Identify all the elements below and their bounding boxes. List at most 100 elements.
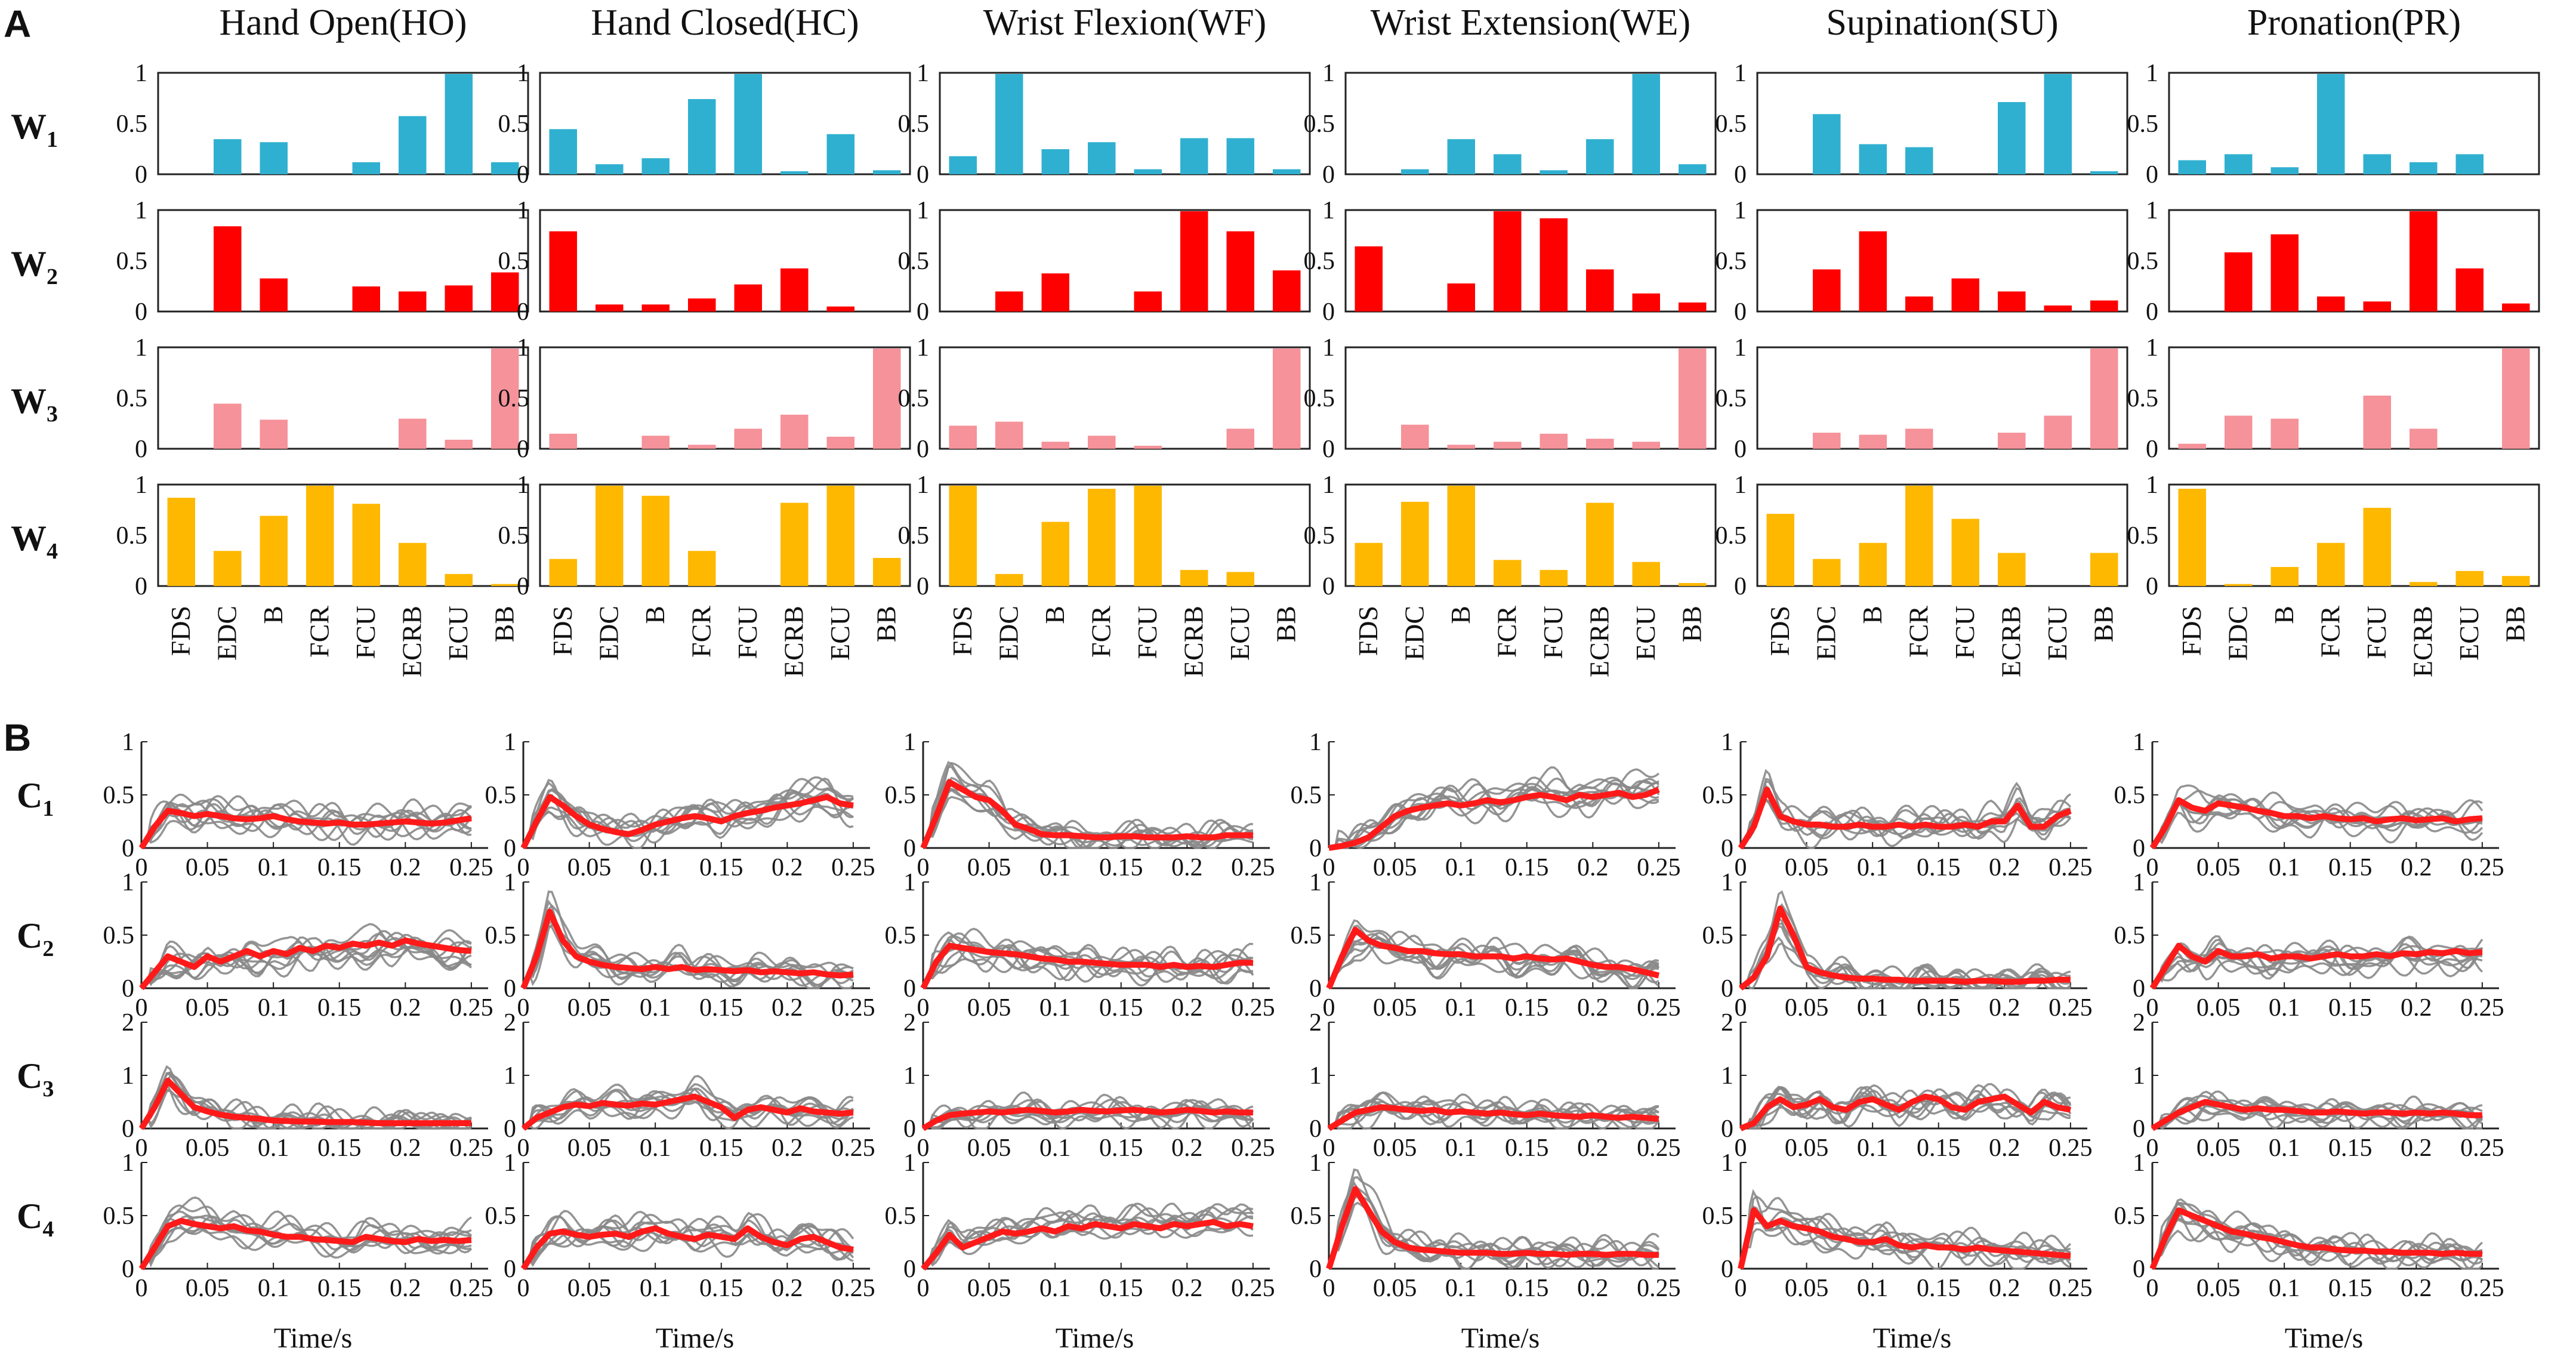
activation-chart-Wrist Flexion(WF)-C2: 0 0.5 1 0 0.05 0.1 0.15 0.2 0.25 [885, 869, 1275, 1022]
muscle-label-BB: BB [2500, 606, 2530, 642]
x-tick-label: 0.2 [1577, 1134, 1609, 1162]
bar-ECU [445, 74, 473, 174]
y-tick-label: 2 [903, 1009, 916, 1037]
x-tick-label: 0.2 [2401, 994, 2432, 1022]
bar-ECRB [2410, 428, 2438, 449]
x-tick-label: 0 [917, 994, 930, 1022]
y-tick-label: 0 [517, 161, 529, 189]
bar-chart-Wrist Extension(WE)-W4: 00.51 [1304, 471, 1717, 600]
y-tick-label: 0.5 [1291, 922, 1322, 949]
y-tick-label: 0.5 [1716, 385, 1747, 412]
y-tick-label: 1 [1309, 869, 1322, 896]
bar-ECRB [2410, 162, 2438, 174]
y-tick-label: 0 [2146, 436, 2158, 463]
bar-ECRB [1586, 439, 1614, 449]
bar-EDC [995, 74, 1023, 174]
trial-trace [1328, 766, 1659, 849]
x-tick-label: 0.2 [772, 994, 803, 1022]
x-tick-label: 0.15 [2328, 994, 2373, 1022]
y-tick-label: 0 [1721, 1115, 1733, 1143]
x-tick-label: 0.25 [2460, 1134, 2504, 1162]
bar-FCU [1540, 570, 1568, 586]
y-tick-label: 1 [135, 334, 147, 362]
muscle-label-B: B [2269, 606, 2299, 624]
x-tick-label: 0.25 [2460, 854, 2504, 881]
trial-trace [2151, 784, 2484, 849]
y-tick-label: 1 [1309, 1062, 1322, 1090]
x-tick-label: 0.05 [2196, 994, 2241, 1022]
bar-BB [873, 170, 901, 174]
x-tick-label: 0.15 [317, 1275, 362, 1302]
bar-EDC [1401, 169, 1429, 174]
activation-chart-Wrist Extension(WE)-C4: 0 0.5 1 0 0.05 0.1 0.15 0.2 0.25 [1291, 1149, 1681, 1302]
y-tick-label: 1 [2133, 1062, 2145, 1090]
bar-ECRB [1180, 570, 1208, 586]
y-tick-label: 0 [504, 835, 516, 862]
plot-frame [939, 209, 1311, 313]
row-label-b-c2: C2 [17, 916, 54, 961]
x-tick-label: 0.1 [2269, 854, 2300, 881]
muscle-label-B: B [1857, 606, 1887, 624]
y-tick-label: 0.5 [116, 385, 148, 412]
y-tick-label: 0 [504, 975, 516, 1003]
y-tick-label: 0 [135, 436, 147, 463]
bar-B [1447, 139, 1475, 174]
activation-chart-Wrist Flexion(WF)-C3: 0 1 2 0 0.05 0.1 0.15 0.2 0.25 [903, 1009, 1275, 1162]
x-tick-label: 0.2 [1171, 854, 1203, 881]
bar-chart-Wrist Flexion(WF)-W1: 00.51 [898, 60, 1311, 189]
bar-BB [1679, 302, 1707, 312]
y-tick-label: 0.5 [103, 1202, 135, 1230]
muscle-label-ECU: ECU [1224, 606, 1255, 661]
muscle-label-EDC: EDC [1810, 606, 1841, 661]
bar-FCU [1540, 218, 1568, 312]
x-tick-label: 0 [517, 854, 530, 881]
muscle-label-BB: BB [1270, 606, 1301, 642]
y-tick-label: 1 [504, 1062, 516, 1090]
bar-chart-Wrist Extension(WE)-W2: 00.51 [1304, 197, 1717, 326]
bar-FCU [734, 428, 762, 449]
y-tick-label: 0.5 [485, 782, 517, 809]
y-tick-label: 0.5 [498, 385, 530, 412]
trial-trace [522, 904, 854, 989]
trial-trace [2151, 797, 2484, 849]
bar-chart-Supination(SU)-W4: 00.51 [1716, 471, 2128, 600]
bar-BB [873, 349, 901, 449]
x-tick-label: 0 [135, 994, 148, 1022]
muscle-label-FCU: FCU [1949, 606, 1980, 659]
bar-ECU [826, 306, 854, 312]
x-axis-label: Time/s [1056, 1322, 1134, 1354]
x-tick-label: 0.1 [640, 994, 671, 1022]
y-tick-label: 1 [2146, 197, 2158, 224]
activation-chart-Supination(SU)-C4: 0 0.5 1 0 0.05 0.1 0.15 0.2 0.25 [1702, 1149, 2093, 1302]
bar-EDC [995, 421, 1023, 449]
bar-ECRB [780, 171, 809, 174]
y-tick-label: 1 [517, 60, 529, 87]
bar-FDS [949, 486, 977, 586]
y-tick-label: 0.5 [898, 110, 930, 138]
y-tick-label: 0.5 [498, 522, 530, 550]
y-tick-label: 1 [2146, 60, 2158, 87]
bar-EDC [1401, 424, 1429, 449]
trial-trace [522, 776, 854, 849]
bar-EDC [214, 226, 242, 312]
bar-EDC [1813, 269, 1841, 312]
bar-FDS [2178, 489, 2206, 586]
x-tick-label: 0 [135, 1275, 148, 1302]
muscle-label-FDS: FDS [1353, 606, 1383, 656]
y-tick-label: 0.5 [1291, 1202, 1322, 1230]
bar-chart-Wrist Extension(WE)-W3: 00.51 [1304, 334, 1717, 463]
bar-FCR [1905, 147, 1933, 174]
y-tick-label: 1 [122, 1062, 134, 1090]
x-tick-label: 0.05 [1373, 1134, 1417, 1162]
y-tick-label: 0.5 [116, 248, 148, 275]
x-tick-label: 0.25 [1231, 854, 1275, 881]
bar-FDS [167, 498, 195, 586]
panel-a-letter: A [4, 2, 31, 45]
x-tick-label: 0.15 [1099, 1134, 1143, 1162]
y-tick-label: 0 [504, 1256, 516, 1283]
bar-ECRB [780, 268, 809, 312]
x-axis-label: Time/s [1873, 1322, 1952, 1354]
muscle-label-EDC: EDC [211, 606, 242, 661]
row-label-sub: 1 [42, 796, 54, 821]
